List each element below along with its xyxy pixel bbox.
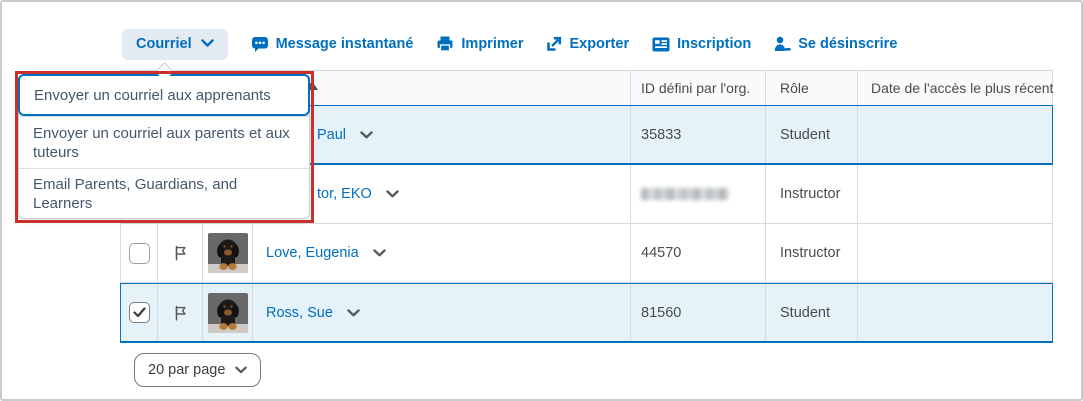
row-checkbox[interactable] bbox=[128, 302, 150, 323]
flag-icon[interactable] bbox=[172, 244, 189, 262]
unenroll-label: Se désinscrire bbox=[798, 36, 898, 52]
header-org-id: ID défini par l'org. bbox=[631, 71, 766, 105]
instant-message-button[interactable]: Message instantané bbox=[251, 36, 414, 53]
menu-item-email-parents-guardians-learners[interactable]: Email Parents, Guardians, and Learners bbox=[33, 175, 238, 212]
chevron-down-icon[interactable] bbox=[386, 190, 399, 198]
org-id-cell: 81560 bbox=[631, 284, 766, 341]
enrollment-label: Inscription bbox=[677, 36, 752, 52]
header-role: Rôle bbox=[766, 71, 858, 105]
last-access-cell bbox=[858, 224, 1054, 282]
last-access-cell bbox=[858, 106, 1054, 163]
instructor-name-link[interactable]: tor, EKO bbox=[317, 186, 399, 202]
unenroll-button[interactable]: Se désinscrire bbox=[774, 36, 897, 52]
student-name-link[interactable]: Paul bbox=[317, 127, 373, 143]
classlist-toolbar: Courriel Message instantané Imprimer Exp… bbox=[122, 28, 897, 60]
role-cell: Instructor bbox=[766, 224, 858, 282]
avatar bbox=[207, 292, 248, 333]
instant-message-label: Message instantané bbox=[275, 36, 414, 52]
chevron-down-icon bbox=[235, 366, 247, 374]
redacted-org-id bbox=[641, 188, 729, 200]
table-row: Ross, Sue 81560 Student bbox=[120, 283, 1053, 343]
export-button[interactable]: Exporter bbox=[546, 36, 629, 52]
export-icon bbox=[546, 36, 562, 52]
export-label: Exporter bbox=[569, 36, 630, 52]
chevron-down-icon[interactable] bbox=[347, 308, 360, 317]
printer-icon bbox=[436, 36, 454, 52]
email-dropdown-button[interactable]: Courriel bbox=[122, 28, 228, 60]
enrollment-icon bbox=[652, 37, 670, 52]
org-id-cell: 44570 bbox=[631, 224, 766, 282]
email-dropdown-menu: Envoyer un courriel aux apprenants Envoy… bbox=[18, 74, 310, 219]
per-page-select[interactable]: 20 par page bbox=[134, 353, 261, 387]
instructor-name-link[interactable]: Love, Eugenia bbox=[266, 245, 386, 261]
last-access-cell bbox=[858, 284, 1054, 341]
last-access-cell bbox=[858, 165, 1054, 223]
header-last-access: Date de l'accès le plus récent bbox=[871, 80, 1054, 96]
email-button-label: Courriel bbox=[136, 36, 192, 52]
menu-item-email-parents-tutors[interactable]: Envoyer un courriel aux parents et aux t… bbox=[19, 116, 309, 169]
enrollment-button[interactable]: Inscription bbox=[652, 36, 751, 52]
row-checkbox[interactable] bbox=[128, 242, 150, 264]
print-button[interactable]: Imprimer bbox=[436, 36, 523, 52]
chevron-down-icon[interactable] bbox=[373, 249, 386, 257]
chat-icon bbox=[251, 36, 269, 53]
flag-icon[interactable] bbox=[172, 304, 189, 322]
role-cell: Student bbox=[766, 106, 858, 163]
org-id-cell: 35833 bbox=[631, 106, 766, 163]
unenroll-person-icon bbox=[774, 36, 792, 52]
avatar bbox=[207, 233, 248, 273]
chevron-down-icon[interactable] bbox=[360, 130, 373, 139]
per-page-label: 20 par page bbox=[148, 362, 226, 378]
student-name-link[interactable]: Ross, Sue bbox=[266, 305, 360, 321]
table-row: Love, Eugenia 44570 Instructor bbox=[120, 224, 1053, 283]
header-name-cell bbox=[253, 71, 631, 105]
role-cell: Instructor bbox=[766, 165, 858, 223]
role-cell: Student bbox=[766, 284, 858, 341]
print-label: Imprimer bbox=[461, 36, 524, 52]
chevron-down-icon bbox=[200, 36, 214, 52]
